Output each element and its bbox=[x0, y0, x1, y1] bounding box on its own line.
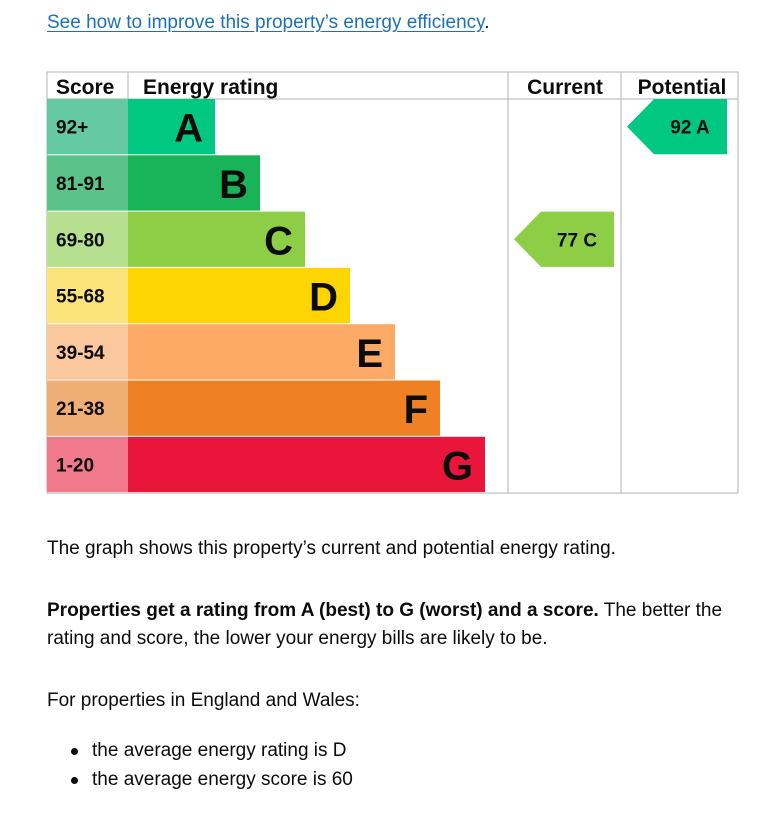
score-range-b: 81-91 bbox=[56, 174, 105, 195]
header-current: Current bbox=[527, 76, 603, 99]
potential-rating-arrow bbox=[627, 99, 727, 155]
band-letter-a: A bbox=[174, 107, 203, 151]
improve-link-line: See how to improve this property’s energ… bbox=[47, 9, 490, 37]
band-bar-e bbox=[128, 324, 395, 380]
header-potential: Potential bbox=[638, 76, 727, 99]
band-bar-c bbox=[128, 211, 305, 267]
rating-indicators: 77 C 92 A bbox=[514, 99, 727, 267]
score-range-e: 39-54 bbox=[56, 343, 105, 364]
energy-rating-chart: Score Energy rating Current Potential 92… bbox=[46, 71, 739, 494]
england-wales-intro: For properties in England and Wales: bbox=[47, 690, 360, 711]
score-range-c: 69-80 bbox=[56, 230, 105, 251]
band-letter-c: C bbox=[264, 219, 293, 263]
band-bar-d bbox=[128, 267, 350, 324]
score-range-d: 55-68 bbox=[56, 287, 105, 308]
score-cell-b bbox=[47, 155, 128, 211]
current-rating-label: 77 C bbox=[557, 230, 597, 251]
rating-explanation-bold: Properties get a rating from A (best) to… bbox=[47, 600, 599, 621]
link-period: . bbox=[484, 12, 490, 33]
band-bar-f bbox=[128, 380, 440, 436]
band-letter-b: B bbox=[219, 163, 248, 207]
score-cell-e bbox=[47, 324, 128, 380]
rating-explanation-rest: The better the rating and score, the low… bbox=[47, 600, 723, 649]
score-cell-g bbox=[47, 436, 128, 493]
score-cell-c bbox=[47, 211, 128, 267]
band-letter-f: F bbox=[404, 388, 428, 432]
potential-rating-label: 92 A bbox=[670, 118, 710, 139]
averages-list: the average energy rating is D the avera… bbox=[47, 736, 353, 794]
average-rating-item: the average energy rating is D bbox=[47, 736, 353, 765]
current-rating-arrow bbox=[514, 211, 614, 267]
score-cell-f bbox=[47, 380, 128, 436]
band-bar-g bbox=[128, 436, 485, 493]
score-cell-d bbox=[47, 267, 128, 324]
improve-efficiency-link[interactable]: See how to improve this property’s energ… bbox=[47, 12, 485, 33]
band-bar-a bbox=[128, 99, 215, 155]
average-score-item: the average energy score is 60 bbox=[47, 765, 353, 794]
band-bar-b bbox=[128, 155, 260, 211]
band-letter-d: D bbox=[309, 276, 338, 320]
score-range-a: 92+ bbox=[56, 118, 88, 139]
band-letter-e: E bbox=[356, 332, 383, 376]
rating-explanation: Properties get a rating from A (best) to… bbox=[47, 597, 747, 653]
header-energy-rating: Energy rating bbox=[143, 76, 278, 99]
score-cell-a bbox=[47, 99, 128, 155]
rating-bands: 92+ A 81-91 B 69-80 C 55-68 D 39-54 E 21-38 F 1-20 G bbox=[47, 99, 485, 493]
graph-description: The graph shows this property’s current … bbox=[47, 538, 616, 559]
band-letter-g: G bbox=[442, 444, 473, 488]
score-range-f: 21-38 bbox=[56, 399, 105, 420]
score-range-g: 1-20 bbox=[56, 455, 94, 476]
header-score: Score bbox=[56, 76, 114, 99]
